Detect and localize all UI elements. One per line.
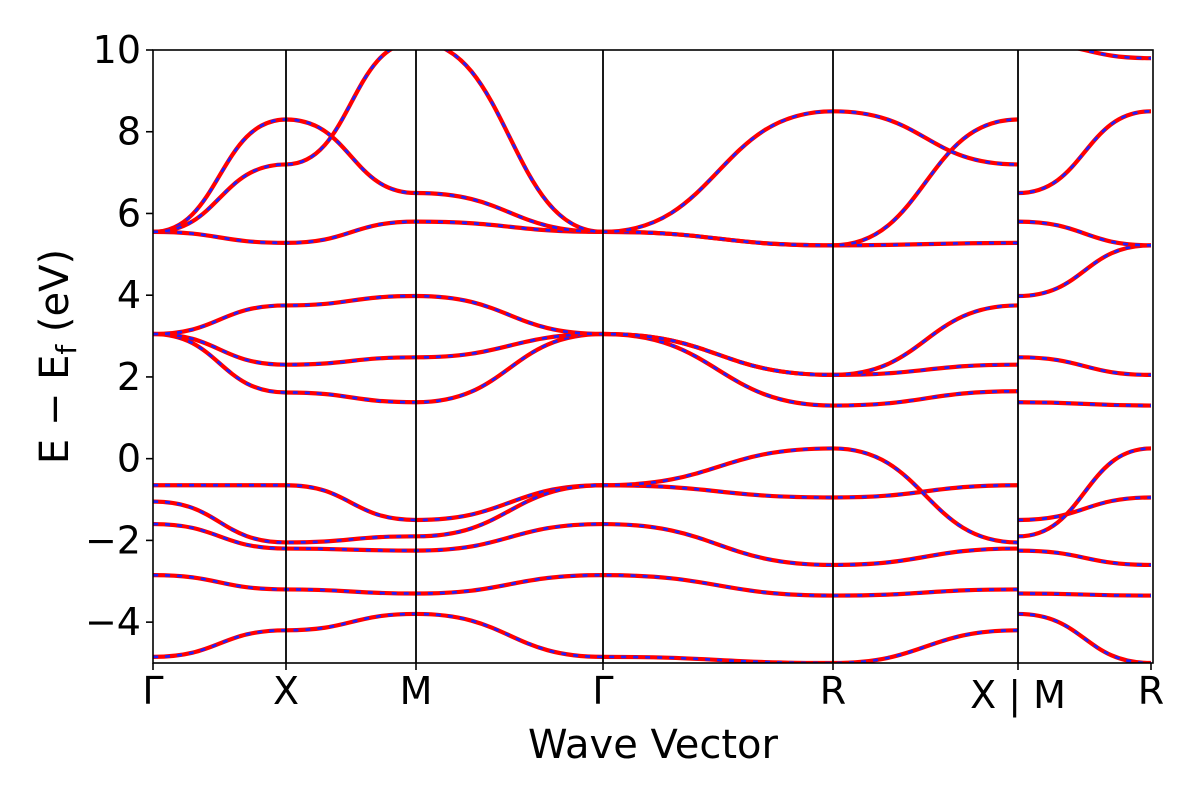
band-line-6-0 [153,483,1019,523]
band-line-dashed-4-0 [153,118,1019,247]
y-tick-label: 2 [117,355,141,399]
band-line-dashed-6-0 [153,483,1019,522]
high-symmetry-dividers [285,50,1019,663]
band-line-4-0 [153,117,1019,248]
y-axis-title-tail: (eV) [32,249,78,345]
y-tick-label: 8 [117,110,141,154]
band-line-6-1 [1017,495,1152,523]
bands-layer [153,50,1152,663]
band-line-0-0 [153,331,1019,408]
y-axis-title-subscript: f [50,344,83,355]
band-line-dashed-8-0 [153,522,1019,567]
band-line-9-0 [153,573,1019,598]
band-line-dashed-10-0 [153,612,1019,663]
band-line-5-0 [153,50,1019,234]
band-line-dashed-3-0 [153,220,1019,247]
x-axis-ticks: Γ X M Γ R X | M R [142,663,1164,718]
y-tick-label: −4 [85,600,141,644]
band-line-3-1 [1017,219,1152,248]
band-line-dashed-7-0 [153,447,1019,544]
band-line-1-1 [1017,355,1152,377]
y-axis-ticks: −4 −2 0 2 4 6 8 10 [85,28,153,644]
x-tick-label: M [400,669,433,713]
plot-frame [152,49,1154,664]
y-tick-label: 4 [117,273,141,317]
x-tick-label: Γ [142,669,163,713]
x-tick-label: X [273,669,299,713]
band-line-0-1 [1017,400,1152,408]
x-axis-title: Wave Vector [528,722,779,768]
band-line-dashed-2-1 [1017,244,1152,298]
y-tick-label: 10 [93,28,141,72]
x-tick-label: R [820,669,846,713]
x-tick-label: Γ [592,669,613,713]
band-line-9-1 [1017,591,1152,598]
y-tick-label: −2 [85,518,141,562]
y-axis-title: E − Ef (eV) [32,249,83,464]
y-tick-label: 6 [117,191,141,235]
band-line-dashed-9-0 [153,573,1019,597]
band-line-5-1 [1075,50,1152,61]
x-tick-label: X | M [970,673,1066,718]
band-line-1-0 [153,331,1019,377]
band-line-8-1 [1017,548,1152,568]
band-line-dashed-5-0 [153,50,1019,234]
y-tick-label: 0 [117,437,141,481]
band-line-4-1 [1017,109,1152,196]
band-line-dashed-7-1 [1017,447,1152,538]
band-line-dashed-0-0 [153,332,1019,407]
y-axis-title-main: E − E [32,355,78,465]
band-line-7-1 [1017,446,1152,539]
band-line-dashed-1-0 [153,332,1019,377]
x-tick-label: R [1138,669,1164,713]
band-line-dashed-10-1 [1017,612,1152,663]
